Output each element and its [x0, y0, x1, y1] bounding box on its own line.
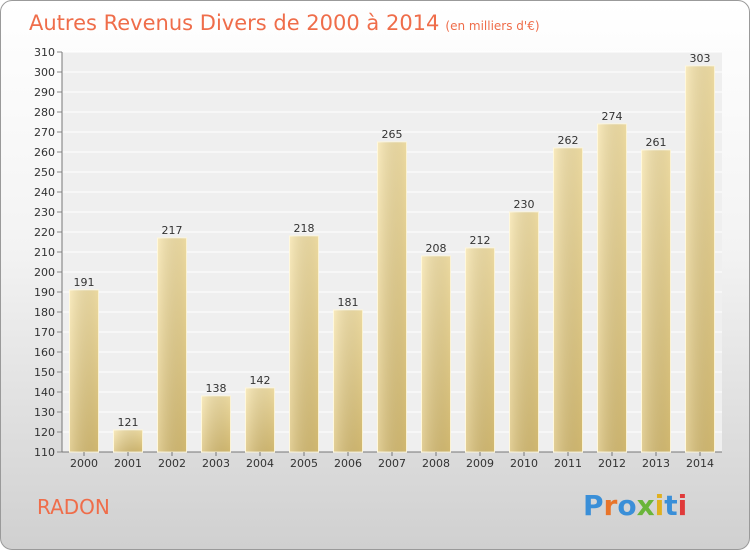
commune-name: RADON [37, 495, 110, 519]
bar-shade [641, 150, 671, 452]
y-tick-label: 110 [34, 446, 55, 459]
logo-letter: P [583, 489, 604, 522]
y-tick-label: 150 [34, 366, 55, 379]
x-tick-label: 2002 [158, 457, 186, 470]
x-tick-label: 2012 [598, 457, 626, 470]
bar-shade [245, 388, 275, 452]
logo-letter: x [636, 489, 655, 522]
data-label: 208 [426, 242, 447, 255]
bar-shade [597, 124, 627, 452]
data-label: 212 [470, 234, 491, 247]
bar-shade [333, 310, 363, 452]
x-tick-label: 2005 [290, 457, 318, 470]
y-tick-label: 280 [34, 106, 55, 119]
y-tick-label: 200 [34, 266, 55, 279]
proxiti-logo: Proxiti [583, 489, 687, 522]
data-label: 191 [74, 276, 95, 289]
x-tick-label: 2003 [202, 457, 230, 470]
y-tick-label: 310 [34, 46, 55, 59]
logo-letter: i [654, 489, 665, 522]
x-tick-label: 2010 [510, 457, 538, 470]
logo-letter: i [677, 489, 688, 522]
data-label: 218 [294, 222, 315, 235]
bar-shade [421, 256, 451, 452]
bar-shade [113, 430, 143, 452]
y-tick-label: 180 [34, 306, 55, 319]
bar-shade [509, 212, 539, 452]
data-label: 217 [162, 224, 183, 237]
data-label: 121 [118, 416, 139, 429]
y-tick-label: 300 [34, 66, 55, 79]
y-tick-label: 190 [34, 286, 55, 299]
y-tick-label: 240 [34, 186, 55, 199]
y-tick-label: 250 [34, 166, 55, 179]
x-tick-label: 2000 [70, 457, 98, 470]
x-tick-label: 2001 [114, 457, 142, 470]
bar-shade [157, 238, 187, 452]
bar-shade [201, 396, 231, 452]
x-tick-label: 2006 [334, 457, 362, 470]
logo-letter: t [664, 489, 678, 522]
data-label: 303 [690, 52, 711, 65]
bar-shade [69, 290, 99, 452]
y-tick-label: 170 [34, 326, 55, 339]
y-tick-label: 160 [34, 346, 55, 359]
y-tick-label: 220 [34, 226, 55, 239]
data-label: 138 [206, 382, 227, 395]
y-tick-label: 270 [34, 126, 55, 139]
chart-title-text: Autres Revenus Divers de 2000 à 2014 [29, 11, 440, 35]
x-tick-label: 2008 [422, 457, 450, 470]
y-tick-label: 120 [34, 426, 55, 439]
x-tick-label: 2014 [686, 457, 714, 470]
y-tick-label: 290 [34, 86, 55, 99]
y-tick-label: 230 [34, 206, 55, 219]
bar-shade [289, 236, 319, 452]
logo-letter: o [617, 489, 637, 522]
y-tick-label: 210 [34, 246, 55, 259]
logo-letter: r [603, 489, 618, 522]
chart-title: Autres Revenus Divers de 2000 à 2014 (en … [29, 11, 540, 35]
y-tick-label: 140 [34, 386, 55, 399]
data-label: 230 [514, 198, 535, 211]
bar-shade [465, 248, 495, 452]
data-label: 262 [558, 134, 579, 147]
x-tick-label: 2007 [378, 457, 406, 470]
data-label: 181 [338, 296, 359, 309]
x-tick-label: 2004 [246, 457, 274, 470]
data-label: 142 [250, 374, 271, 387]
data-label: 274 [602, 110, 623, 123]
bar-shade [553, 148, 583, 452]
x-tick-label: 2013 [642, 457, 670, 470]
y-tick-label: 130 [34, 406, 55, 419]
x-tick-label: 2009 [466, 457, 494, 470]
y-tick-label: 260 [34, 146, 55, 159]
bar-shade [685, 66, 715, 452]
bar-shade [377, 142, 407, 452]
data-label: 265 [382, 128, 403, 141]
data-label: 261 [646, 136, 667, 149]
chart-subtitle: (en milliers d'€) [445, 19, 540, 33]
x-tick-label: 2011 [554, 457, 582, 470]
